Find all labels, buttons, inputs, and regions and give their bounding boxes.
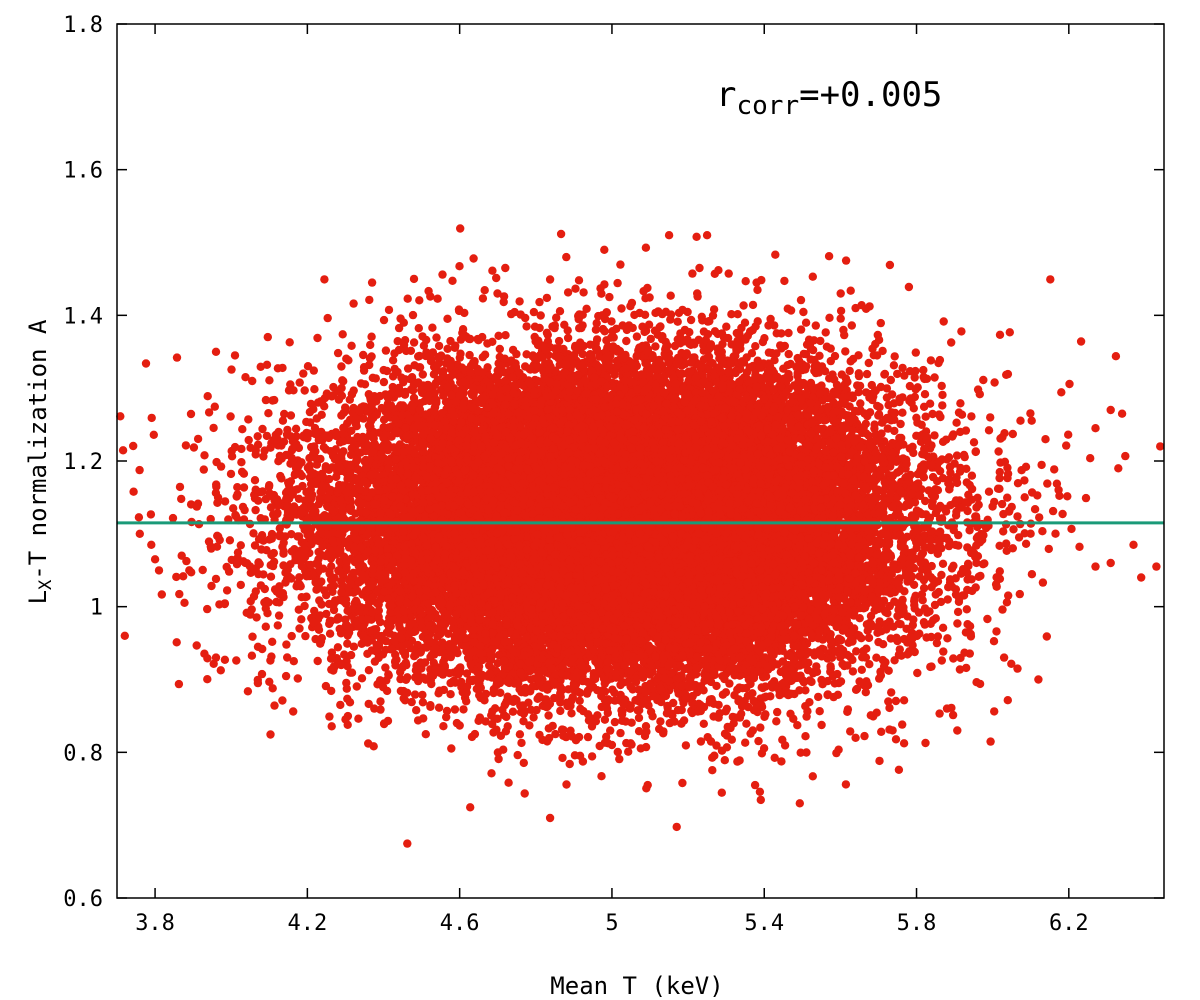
scatter-point	[772, 717, 781, 726]
scatter-point	[289, 707, 298, 716]
scatter-point	[1111, 352, 1121, 361]
scatter-point	[796, 295, 806, 305]
scatter-point	[1063, 492, 1072, 501]
scatter-point	[247, 651, 257, 660]
scatter-point	[529, 713, 538, 722]
scatter-point	[282, 640, 291, 649]
scatter-point	[666, 291, 675, 300]
scatter-point	[554, 336, 564, 346]
scatter-point	[616, 728, 625, 738]
scatter-point	[565, 759, 574, 769]
scatter-point	[708, 766, 717, 775]
scatter-point	[193, 499, 203, 508]
scatter-point	[962, 605, 971, 614]
scatter-point	[157, 590, 166, 599]
scatter-point	[366, 340, 375, 350]
scatter-point	[508, 707, 518, 716]
scatter-point	[935, 709, 944, 718]
scatter-point	[336, 700, 345, 710]
scatter-point	[841, 780, 851, 789]
scatter-point	[209, 423, 218, 433]
scatter-point	[1008, 429, 1017, 439]
scatter-point	[281, 671, 291, 681]
scatter-point	[120, 631, 129, 640]
scatter-point	[1027, 416, 1036, 425]
scatter-point	[439, 722, 448, 731]
scatter-point	[847, 321, 856, 330]
scatter-point	[815, 707, 824, 716]
scatter-point	[297, 615, 306, 624]
scatter-point	[841, 256, 851, 265]
scatter-point	[174, 679, 184, 689]
scatter-point	[799, 307, 808, 317]
scatter-point	[249, 529, 258, 538]
scatter-points	[116, 224, 1165, 848]
scatter-point	[175, 482, 185, 492]
scatter-point	[583, 732, 593, 742]
scatter-point	[462, 669, 472, 678]
scatter-point	[237, 458, 246, 467]
scatter-point	[1009, 525, 1018, 534]
scatter-point	[742, 719, 751, 728]
scatter-point	[899, 739, 909, 748]
scatter-point	[877, 727, 886, 736]
scatter-point	[890, 352, 899, 361]
scatter-point	[172, 353, 182, 362]
scatter-point	[452, 718, 462, 728]
scatter-point	[295, 573, 304, 582]
scatter-point	[536, 311, 545, 320]
scatter-point	[251, 505, 260, 515]
scatter-point	[236, 580, 245, 590]
scatter-point	[821, 328, 830, 337]
scatter-point	[262, 431, 272, 441]
scatter-point	[1030, 505, 1040, 514]
scatter-point	[403, 839, 412, 848]
scatter-point	[545, 813, 555, 823]
scatter-point	[236, 541, 245, 550]
scatter-point	[203, 392, 212, 401]
scatter-point	[886, 375, 895, 385]
scatter-point	[998, 605, 1007, 614]
scatter-point	[410, 690, 420, 699]
scatter-point	[177, 494, 186, 504]
scatter-point	[741, 738, 750, 747]
scatter-point	[379, 377, 389, 387]
scatter-point	[376, 697, 385, 706]
scatter-point	[347, 341, 356, 350]
scatter-point	[211, 574, 221, 584]
scatter-point	[421, 730, 430, 739]
scatter-point	[278, 696, 287, 705]
scatter-point	[644, 320, 654, 329]
